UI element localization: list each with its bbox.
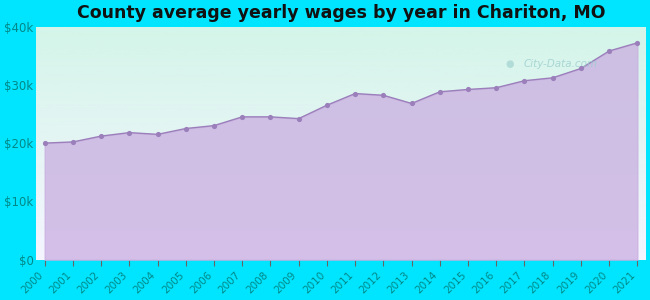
Point — [576, 66, 586, 71]
Point — [124, 130, 135, 135]
Text: City-Data.com: City-Data.com — [524, 59, 598, 69]
Point — [294, 116, 304, 121]
Point — [181, 126, 191, 131]
Point — [632, 40, 643, 45]
Point — [265, 115, 276, 119]
Point — [40, 141, 50, 146]
Point — [406, 101, 417, 106]
Title: County average yearly wages by year in Chariton, MO: County average yearly wages by year in C… — [77, 4, 605, 22]
Point — [350, 91, 360, 96]
Point — [519, 78, 530, 83]
Point — [209, 123, 219, 128]
Point — [96, 134, 107, 139]
Point — [435, 89, 445, 94]
Point — [604, 49, 614, 53]
Point — [322, 103, 332, 108]
Point — [237, 115, 248, 119]
Point — [152, 132, 162, 137]
Point — [491, 85, 501, 90]
Point — [547, 75, 558, 80]
Text: ●: ● — [506, 59, 514, 69]
Point — [463, 87, 473, 92]
Point — [378, 93, 389, 98]
Point — [68, 140, 78, 144]
